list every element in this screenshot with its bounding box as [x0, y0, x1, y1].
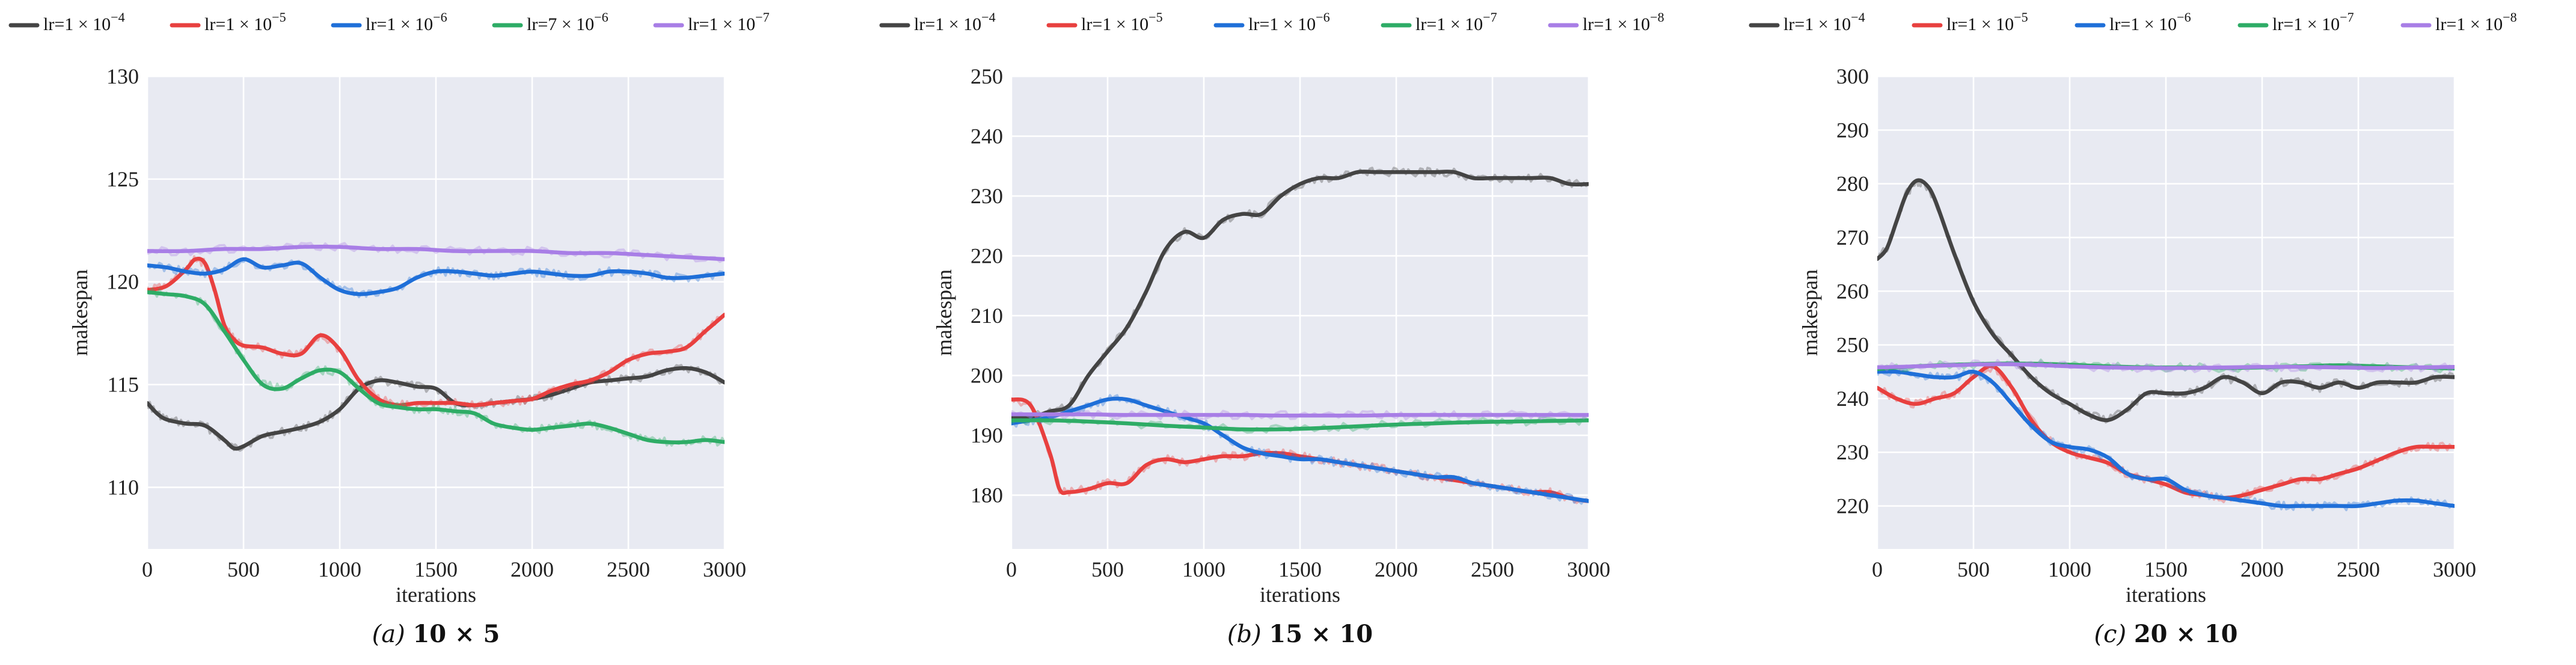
legend-label: lr=1 × 10−6: [2109, 10, 2191, 34]
legend-label: lr=1 × 10−7: [688, 10, 770, 34]
x-tick-label: 500: [1957, 557, 1990, 581]
x-tick-label: 0: [1006, 557, 1017, 581]
x-tick-label: 2000: [2240, 557, 2284, 581]
x-axis-label: iterations: [1260, 583, 1340, 607]
x-tick-label: 1500: [414, 557, 458, 581]
plot-series-group: [147, 242, 725, 452]
y-tick-label: 250: [971, 64, 1003, 88]
x-tick-label: 0: [1872, 557, 1883, 581]
series-line: [147, 257, 725, 296]
series-line: [147, 290, 725, 444]
x-axis-label: iterations: [2126, 583, 2206, 607]
y-tick-label: 190: [971, 423, 1003, 447]
series-line: [1011, 412, 1589, 418]
y-tick-label: 230: [1836, 440, 1869, 464]
series-line: [147, 244, 725, 262]
series-raw-trace: [1877, 366, 2455, 512]
plot-series-group: [1011, 167, 1589, 505]
y-tick-label: 240: [971, 124, 1003, 148]
panel-caption: (b) 15 × 10: [1227, 620, 1373, 648]
y-tick-label: 260: [1836, 279, 1869, 303]
x-tick-label: 1000: [318, 557, 361, 581]
x-tick-label: 2000: [1375, 557, 1418, 581]
chart-panel-b: 0 500 1000 1500 2000 2500 3000 180 190 200 210 220 2…: [879, 10, 1664, 648]
y-tick-label: 280: [1836, 172, 1869, 196]
y-axis-label: makespan: [68, 269, 92, 356]
x-tick-label: 1500: [1278, 557, 1322, 581]
y-tick-label: 230: [971, 184, 1003, 208]
y-tick-label: 110: [107, 475, 139, 499]
x-tick-label: 3000: [703, 557, 746, 581]
panel-caption: (a) 10 × 5: [372, 620, 500, 648]
legend-label: lr=7 × 10−6: [527, 10, 609, 34]
y-tick-label: 220: [1836, 494, 1869, 518]
x-tick-label: 500: [227, 557, 260, 581]
series-line: [1011, 418, 1589, 432]
y-tick-label: 240: [1836, 387, 1869, 411]
y-tick-label: 210: [971, 304, 1003, 328]
legend-label: lr=1 × 10−6: [366, 10, 447, 34]
y-tick-label: 130: [106, 64, 139, 88]
x-tick-label: 500: [1091, 557, 1124, 581]
y-tick-label: 250: [1836, 333, 1869, 357]
y-axis-label: makespan: [932, 269, 956, 356]
legend-label: lr=1 × 10−7: [1415, 10, 1497, 34]
x-tick-label: 0: [142, 557, 153, 581]
x-tick-label: 1000: [1182, 557, 1225, 581]
series-line: [147, 366, 725, 451]
chart-panel-c: 0 500 1000 1500 2000 2500 3000 220 230 240 250 260 2…: [1749, 10, 2517, 648]
legend-label: lr=1 × 10−5: [1946, 10, 2028, 34]
legend-label: lr=1 × 10−7: [2272, 10, 2354, 34]
y-tick-label: 220: [971, 244, 1003, 268]
series-line: [1011, 396, 1589, 503]
series-line: [1011, 170, 1589, 420]
legend-label: lr=1 × 10−4: [914, 10, 996, 34]
chart-panel-a: 0 500 1000 1500 2000 2500 3000 110 115 120 125 130 i…: [8, 10, 770, 648]
series-raw-trace: [1877, 359, 2455, 373]
y-tick-label: 120: [106, 270, 139, 294]
legend-label: lr=1 × 10−5: [204, 10, 286, 34]
y-tick-label: 125: [106, 167, 139, 191]
x-axis-label: iterations: [396, 583, 476, 607]
x-tick-label: 1000: [2048, 557, 2091, 581]
series-raw-trace: [147, 257, 725, 298]
legend-label: lr=1 × 10−6: [1248, 10, 1330, 34]
y-tick-label: 270: [1836, 225, 1869, 250]
y-axis-label: makespan: [1798, 269, 1822, 356]
plot-series-group: [1877, 178, 2455, 512]
panel-caption: (c) 20 × 10: [2094, 620, 2237, 648]
series-line: [1877, 362, 2455, 370]
x-tick-label: 2500: [2337, 557, 2380, 581]
y-tick-label: 180: [971, 483, 1003, 507]
series-line: [1877, 178, 2455, 423]
legend-label: lr=1 × 10−4: [43, 10, 125, 34]
y-tick-label: 290: [1836, 118, 1869, 142]
y-tick-label: 115: [107, 373, 139, 397]
y-tick-label: 200: [971, 363, 1003, 387]
x-tick-label: 2500: [1471, 557, 1514, 581]
legend-label: lr=1 × 10−5: [1081, 10, 1163, 34]
y-tick-label: 300: [1836, 64, 1869, 88]
legend-label: lr=1 × 10−8: [2435, 10, 2517, 34]
x-tick-label: 3000: [2433, 557, 2476, 581]
x-tick-label: 2500: [607, 557, 650, 581]
series-raw-trace: [147, 242, 725, 263]
series-line: [147, 257, 725, 408]
x-tick-label: 1500: [2144, 557, 2188, 581]
legend-label: lr=1 × 10−4: [1783, 10, 1865, 34]
series-line: [1877, 364, 2455, 500]
x-tick-label: 3000: [1567, 557, 1610, 581]
x-tick-label: 2000: [511, 557, 554, 581]
series-line: [1877, 369, 2455, 509]
legend-label: lr=1 × 10−8: [1583, 10, 1664, 34]
